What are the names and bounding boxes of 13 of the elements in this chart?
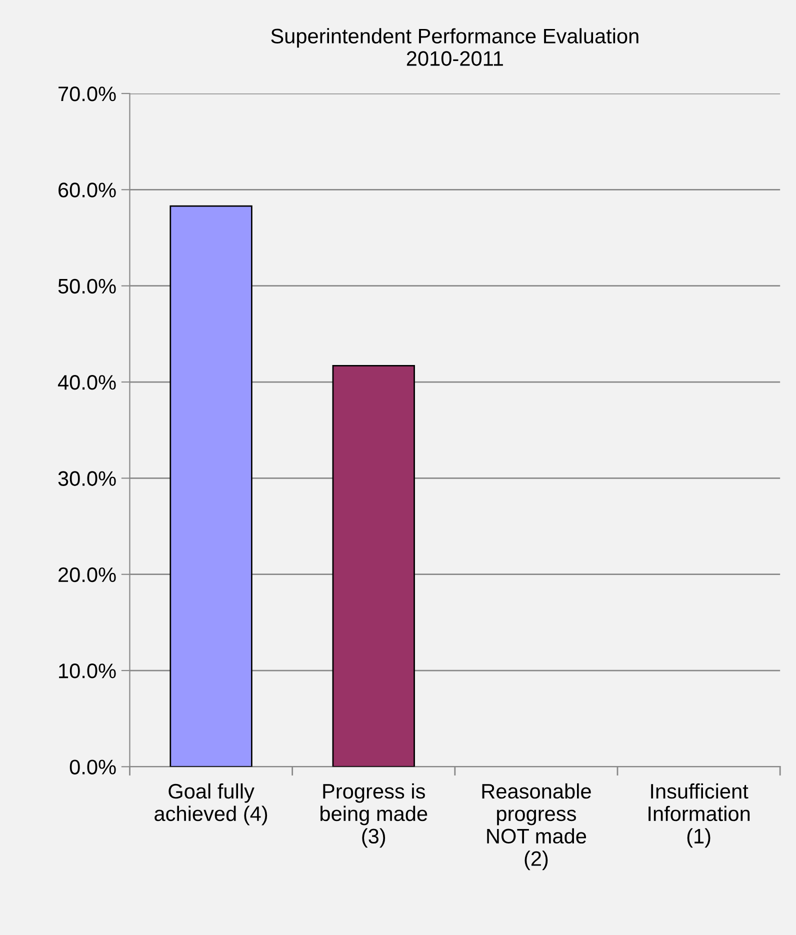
- chart-title: Superintendent Performance Evaluation 2010-2011: [271, 28, 638, 66]
- x-tick-label: Insufficient Information (1): [648, 783, 750, 848]
- y-tick-label: 10.0%: [59, 664, 116, 678]
- x-tick-label: Reasonable progress NOT made (2): [482, 783, 591, 870]
- y-tick-label: 40.0%: [58, 375, 116, 390]
- x-tick-label: Goal fully achieved (4): [154, 783, 268, 826]
- y-tick-label: 20.0%: [58, 567, 116, 582]
- y-tick-label: 0.0%: [70, 760, 116, 774]
- y-tick-label: 70.0%: [58, 86, 116, 102]
- y-tick-label: 30.0%: [58, 471, 116, 486]
- x-tick-label: Progress is being made (3): [320, 783, 428, 848]
- y-tick-label: 50.0%: [58, 278, 116, 294]
- y-tick-label: 60.0%: [58, 182, 116, 198]
